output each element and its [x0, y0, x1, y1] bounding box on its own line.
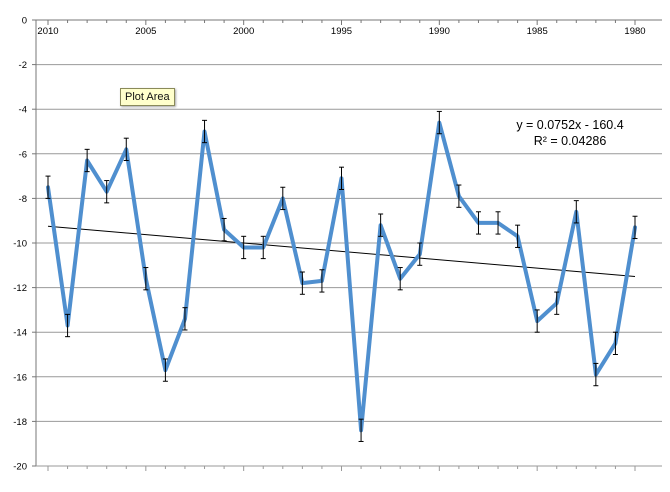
- data-point-error-bar: [241, 235, 247, 260]
- y-tick-label: -14: [13, 328, 27, 339]
- y-tick-label: 0: [22, 16, 27, 27]
- data-point-error-bar: [515, 224, 521, 248]
- y-tick-label: -4: [19, 105, 27, 116]
- data-point-error-bar: [104, 180, 110, 204]
- data-point-error-bar: [358, 418, 364, 442]
- data-point-error-bar: [612, 331, 618, 355]
- y-tick-label: -8: [19, 194, 27, 205]
- data-point-error-bar: [182, 307, 188, 331]
- x-tick-label: 2005: [135, 26, 156, 37]
- data-point-error-bar: [143, 267, 149, 291]
- trendline-line: [47, 225, 636, 278]
- data-point-error-bar: [475, 211, 481, 235]
- y-tick-label: -2: [19, 60, 27, 71]
- data-point-error-bar: [534, 309, 540, 333]
- plot-area-tooltip: Plot Area: [120, 88, 175, 106]
- x-tick-label: 2010: [37, 26, 58, 37]
- error-bars: [45, 110, 638, 442]
- data-point-error-bar: [456, 184, 462, 208]
- data-point-error-bar: [123, 137, 129, 161]
- y-tick-label: -18: [13, 417, 27, 428]
- trendline-r-squared: R² = 0.04286: [533, 134, 607, 148]
- data-point-error-bar: [417, 242, 423, 266]
- data-point-error-bar: [299, 271, 305, 295]
- y-tick-label: -12: [13, 283, 27, 294]
- data-point-error-bar: [632, 215, 638, 240]
- x-tick-label: 2000: [233, 26, 254, 37]
- data-point-error-bar: [65, 313, 71, 338]
- y-tick-label: -6: [19, 149, 27, 160]
- axes: [32, 19, 662, 471]
- data-point-error-bar: [397, 267, 403, 291]
- data-point-error-bar: [319, 269, 325, 293]
- trendline-equation: y = 0.0752x - 160.4: [516, 118, 624, 132]
- tick-labels: 0 -2 -4 -6 -8 -10 -12 -14 -16 -18 -20 2010 2005 2000 1…: [13, 16, 645, 473]
- data-point-error-bar: [280, 186, 286, 211]
- data-point-error-bar: [554, 291, 560, 315]
- trendline: [47, 225, 636, 278]
- data-point-error-bar: [162, 358, 168, 382]
- data-point-error-bar: [593, 362, 599, 387]
- x-tick-label: 1985: [527, 26, 548, 37]
- data-point-error-bar: [378, 213, 384, 237]
- y-tick-label: -16: [13, 372, 27, 383]
- data-point-error-bar: [202, 119, 208, 144]
- data-point-error-bar: [436, 110, 442, 135]
- y-tick-label: -20: [13, 462, 27, 473]
- data-point-error-bar: [45, 175, 51, 199]
- x-tick-label: 1995: [331, 26, 352, 37]
- data-point-error-bar: [260, 235, 266, 260]
- data-point-error-bar: [495, 211, 501, 235]
- data-point-error-bar: [84, 148, 90, 173]
- data-point-error-bar: [221, 217, 227, 242]
- x-tick-label: 1980: [624, 26, 645, 37]
- data-point-error-bar: [339, 166, 344, 190]
- data-point-error-bar: [573, 200, 579, 224]
- trendline-label: y = 0.0752x - 160.4 R² = 0.04286: [500, 117, 640, 149]
- y-tick-label: -10: [13, 239, 27, 250]
- x-tick-label: 1990: [429, 26, 450, 37]
